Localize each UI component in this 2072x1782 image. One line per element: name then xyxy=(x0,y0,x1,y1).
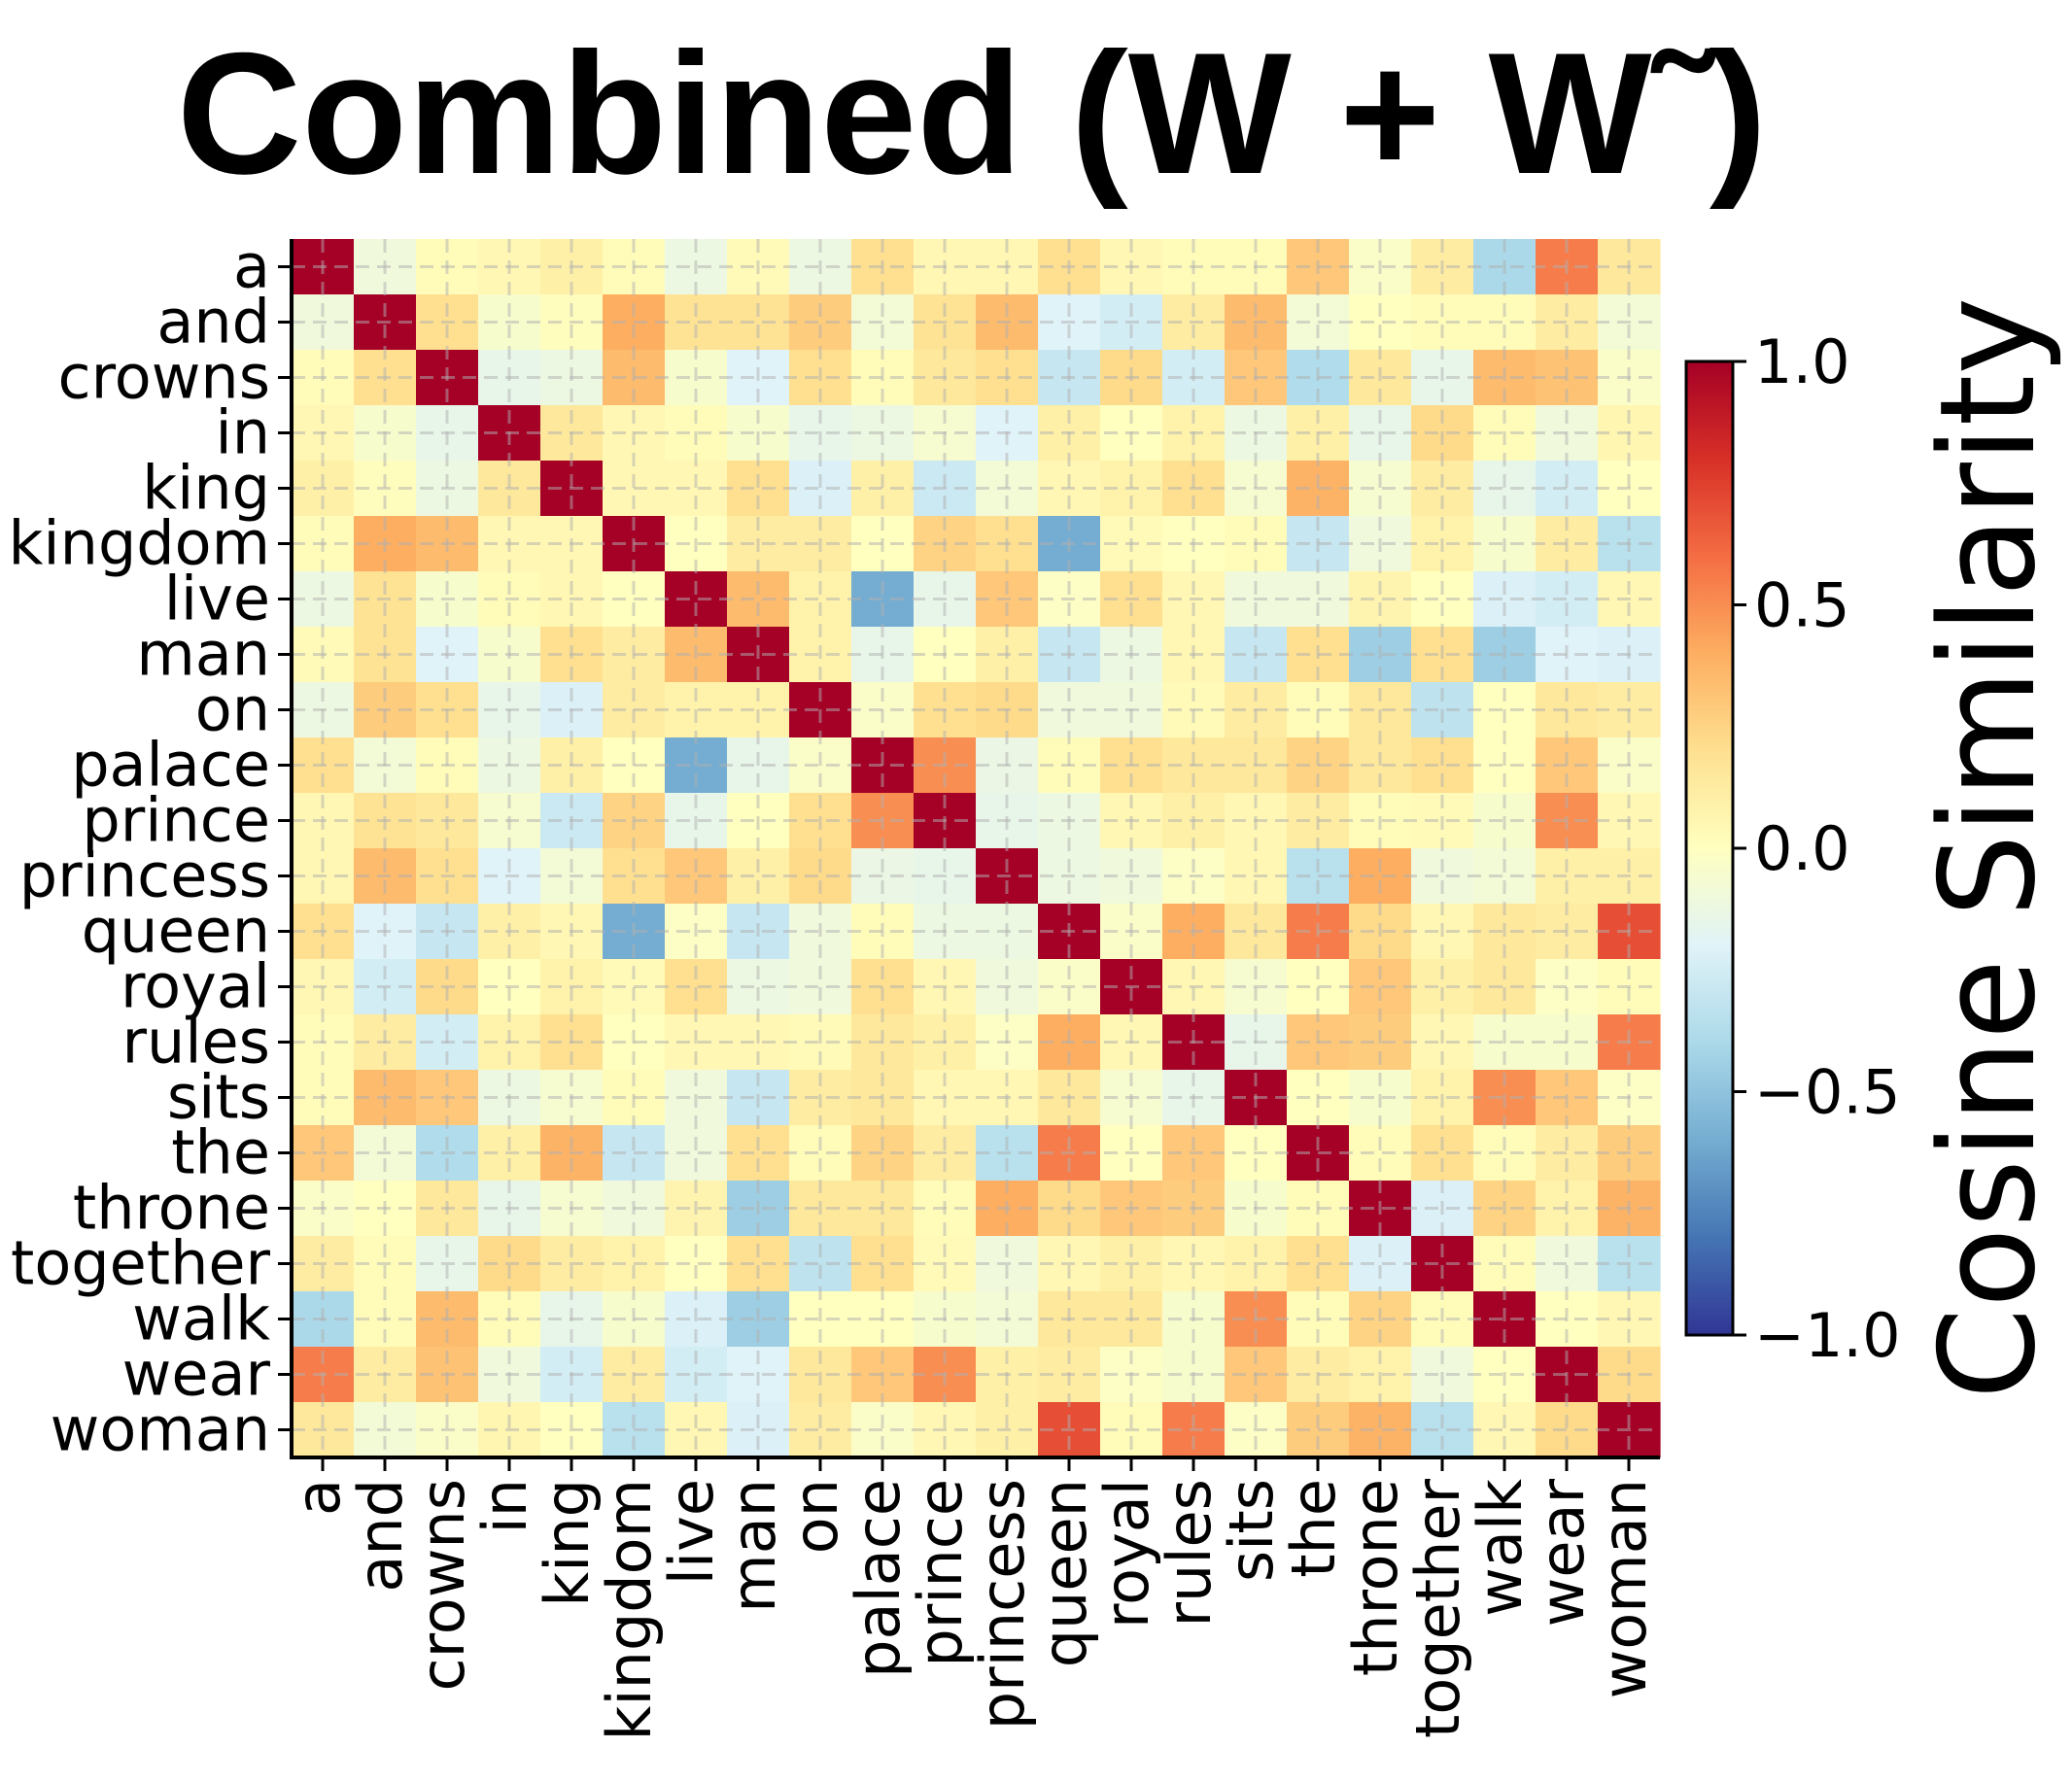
colorbar-tick-label: 0.0 xyxy=(1754,813,1850,884)
x-tick-label: woman xyxy=(1589,1479,1660,1698)
y-tick-label: walk xyxy=(132,1284,270,1354)
x-tick-label: palace xyxy=(843,1479,914,1678)
y-tick-label: kingdom xyxy=(9,508,270,579)
x-tick-label: crowns xyxy=(407,1479,478,1691)
colorbar-tick-label: 1.0 xyxy=(1754,326,1850,397)
y-tick-label: together xyxy=(11,1228,270,1299)
colorbar-ticks: 1.0 0.5 0.0 −0.5 −1.0 xyxy=(1733,326,1901,1371)
x-tick-label: sits xyxy=(1216,1479,1287,1582)
heatmap-cell-the-live xyxy=(665,1125,728,1182)
x-tick-label: wear xyxy=(1527,1478,1598,1627)
x-tick-label: live xyxy=(656,1479,727,1585)
heatmap-cell-and-walk xyxy=(1473,294,1537,351)
heatmap-cell-and-throne xyxy=(1349,294,1412,351)
x-tick-label: and xyxy=(345,1479,416,1593)
axes xyxy=(278,239,1660,1471)
colorbar-label: Cosine Similarity xyxy=(1912,297,2064,1400)
heatmap-cell-live-man xyxy=(727,571,790,628)
heatmap-cell-live-on xyxy=(789,571,852,628)
x-tick-label: throne xyxy=(1340,1479,1411,1676)
x-tick-label: on xyxy=(780,1479,851,1554)
x-tick-label: man xyxy=(718,1479,789,1613)
x-tick-label: a xyxy=(283,1479,354,1516)
x-tick-label: royal xyxy=(1091,1479,1162,1628)
y-tick-label: woman xyxy=(51,1394,270,1465)
grid-lines xyxy=(292,239,1660,1457)
x-tick-label: rules xyxy=(1154,1479,1225,1627)
heatmap-cell-and-on xyxy=(789,294,852,351)
y-tick-label: prince xyxy=(82,785,270,856)
heatmap-cell-princess-throne xyxy=(1349,848,1412,905)
heatmap-cell-live-walk xyxy=(1473,571,1537,628)
heatmap-cell-princess-man xyxy=(727,848,790,905)
heatmap-cell-the-together xyxy=(1411,1125,1474,1182)
y-tick-label: the xyxy=(171,1117,270,1188)
y-tick-label: sits xyxy=(167,1062,270,1133)
heatmap-cell-and-man xyxy=(727,294,790,351)
y-tick-label: in xyxy=(215,397,270,468)
y-tick-label: throne xyxy=(73,1173,270,1244)
chart-title: Combined (W + W˜) xyxy=(177,17,1767,210)
heatmap-cell-princess-on xyxy=(789,848,852,905)
heatmap-cell-live-throne xyxy=(1349,571,1412,628)
x-tick-label: walk xyxy=(1465,1479,1536,1617)
y-tick-label: rules xyxy=(122,1007,270,1078)
heatmap-cell-the-man xyxy=(727,1125,790,1182)
y-tick-label: wear xyxy=(122,1339,271,1410)
y-tick-label: queen xyxy=(82,896,270,967)
x-tick-label: king xyxy=(532,1479,603,1607)
heatmap-cell-live-together xyxy=(1411,571,1474,628)
y-tick-label: a xyxy=(233,231,270,302)
heatmap-cell-princess-walk xyxy=(1473,848,1537,905)
heatmap-cell-the-on xyxy=(789,1125,852,1182)
colorbar-tick-label: 0.5 xyxy=(1754,570,1850,641)
x-tick-label: in xyxy=(469,1479,540,1534)
y-tick-label: live xyxy=(164,564,270,634)
x-tick-label: the xyxy=(1278,1479,1349,1578)
heatmap-cell-the-walk xyxy=(1473,1125,1537,1182)
colorbar-tick-label: −0.5 xyxy=(1754,1057,1901,1128)
x-tick-label: kingdom xyxy=(594,1479,665,1740)
x-tick-label: princess xyxy=(967,1479,1038,1730)
x-tick-labels: aandcrownsinkingkingdomlivemanonpalacepr… xyxy=(283,1478,1660,1740)
y-tick-label: princess xyxy=(19,840,270,911)
heatmap-cell-the-throne xyxy=(1349,1125,1412,1182)
heatmap-cell-and-together xyxy=(1411,294,1474,351)
y-tick-label: crowns xyxy=(58,342,270,413)
y-tick-labels: aandcrownsinkingkingdomlivemanonpalacepr… xyxy=(9,231,271,1465)
y-tick-label: palace xyxy=(71,730,270,801)
heatmap-cell-princess-together xyxy=(1411,848,1474,905)
y-tick-label: king xyxy=(142,453,270,524)
colorbar-tick-label: −1.0 xyxy=(1754,1300,1901,1371)
x-tick-label: prince xyxy=(905,1479,976,1667)
x-tick-label: queen xyxy=(1029,1479,1100,1667)
heatmap-cell-princess-live xyxy=(665,848,728,905)
heatmap-cell-live-live xyxy=(665,571,728,628)
heatmap-cells xyxy=(292,239,1661,1458)
colorbar xyxy=(1684,360,1735,1337)
heatmap-cell-and-live xyxy=(665,294,728,351)
y-tick-label: man xyxy=(136,619,270,690)
y-tick-label: royal xyxy=(121,951,270,1022)
y-tick-label: on xyxy=(195,674,270,745)
y-tick-label: and xyxy=(156,287,270,358)
x-tick-label: together xyxy=(1402,1478,1473,1737)
